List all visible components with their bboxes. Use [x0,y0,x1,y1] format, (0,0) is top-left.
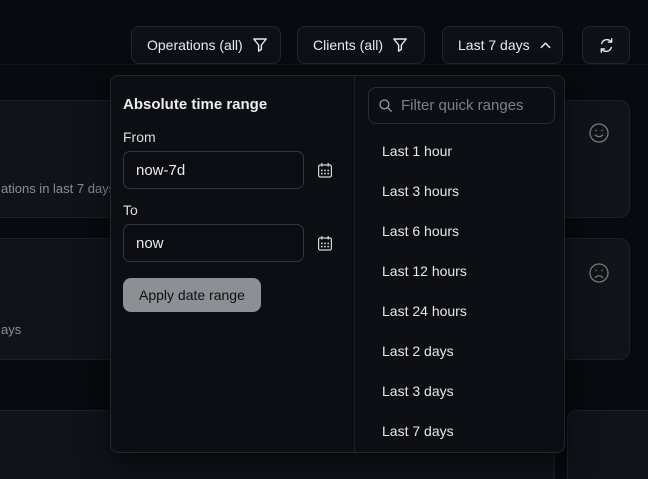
calendar-icon [317,235,333,252]
clients-filter-button[interactable]: Clients (all) [297,26,425,64]
absolute-range-title: Absolute time range [123,96,268,113]
calendar-icon [317,162,333,179]
from-calendar-button[interactable] [317,162,333,179]
from-input[interactable] [123,151,304,189]
refresh-icon [598,37,615,54]
quick-range-search-input[interactable] [368,87,555,124]
operations-filter-button[interactable]: Operations (all) [131,26,281,64]
time-picker-dropdown: Absolute time range From [110,75,565,453]
operations-filter-label: Operations (all) [147,37,243,53]
refresh-button[interactable] [582,26,630,64]
to-label: To [123,202,138,218]
clients-filter-label: Clients (all) [313,37,384,53]
quick-range-option-last-3-hours[interactable]: Last 3 hours [382,183,460,199]
toolbar: Operations (all) Clients (all) Last 7 da… [0,0,648,65]
quick-range-option-last-3-days[interactable]: Last 3 days [382,383,454,399]
sad-face-icon [589,263,609,283]
from-label: From [123,129,156,145]
card-subtitle: ays [1,322,22,337]
funnel-icon [392,37,408,53]
apply-date-range-button[interactable]: Apply date range [123,278,261,312]
time-range-button[interactable]: Last 7 days [442,26,563,64]
time-range-label: Last 7 days [458,37,530,53]
quick-range-option-last-7-days[interactable]: Last 7 days [382,423,454,439]
to-calendar-button[interactable] [317,235,333,252]
quick-range-option-last-1-hour[interactable]: Last 1 hour [382,143,453,159]
funnel-icon [252,37,268,53]
chevron-up-icon [539,39,552,52]
quick-range-list: Last 1 hour Last 3 hours Last 6 hours La… [368,131,555,451]
quick-range-option-last-6-hours[interactable]: Last 6 hours [382,223,460,239]
to-input[interactable] [123,224,304,262]
quick-range-option-last-24-hours[interactable]: Last 24 hours [382,303,467,319]
dashboard-card-bottom-right [567,410,648,479]
quick-range-option-last-2-days[interactable]: Last 2 days [382,343,454,359]
card-subtitle: ations in last 7 days [1,181,116,196]
happy-face-icon [589,123,609,143]
quick-ranges-section: Last 1 hour Last 3 hours Last 6 hours La… [354,76,564,452]
absolute-range-section: Absolute time range From [111,76,354,452]
quick-range-option-last-12-hours[interactable]: Last 12 hours [382,263,467,279]
